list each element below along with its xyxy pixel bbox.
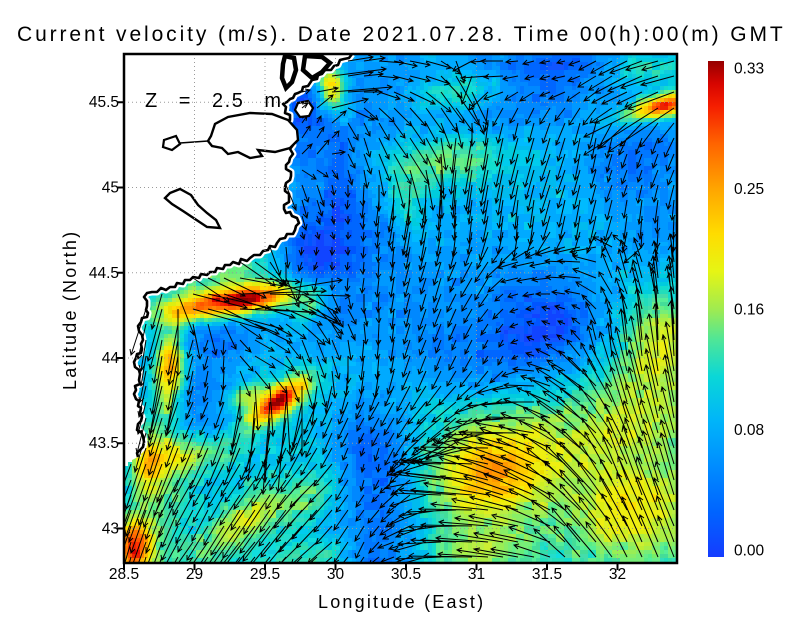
- svg-text:Longitude (East): Longitude (East): [318, 592, 485, 612]
- svg-text:0.25: 0.25: [734, 181, 764, 198]
- svg-text:31: 31: [468, 566, 485, 583]
- svg-text:Z = 2.5 m: Z = 2.5 m: [145, 90, 283, 112]
- svg-text:45: 45: [102, 180, 119, 197]
- svg-text:44: 44: [102, 350, 120, 367]
- svg-text:28.5: 28.5: [109, 566, 139, 583]
- svg-text:30.5: 30.5: [391, 566, 421, 583]
- svg-text:Latitude (North): Latitude (North): [60, 230, 80, 390]
- svg-text:30: 30: [327, 566, 345, 583]
- svg-text:29.5: 29.5: [250, 566, 280, 583]
- svg-text:0.00: 0.00: [734, 543, 765, 560]
- svg-text:43.5: 43.5: [89, 435, 119, 452]
- svg-text:Current velocity (m/s). Date 2: Current velocity (m/s). Date 2021.07.28.…: [17, 23, 786, 46]
- svg-text:32: 32: [609, 566, 626, 583]
- svg-text:0.33: 0.33: [734, 61, 764, 78]
- svg-text:29: 29: [186, 566, 203, 583]
- svg-text:31.5: 31.5: [532, 566, 562, 583]
- svg-text:45.5: 45.5: [89, 94, 119, 111]
- svg-text:43: 43: [102, 521, 119, 538]
- svg-text:44.5: 44.5: [89, 265, 119, 282]
- svg-text:0.16: 0.16: [734, 302, 764, 319]
- svg-text:0.08: 0.08: [734, 422, 764, 439]
